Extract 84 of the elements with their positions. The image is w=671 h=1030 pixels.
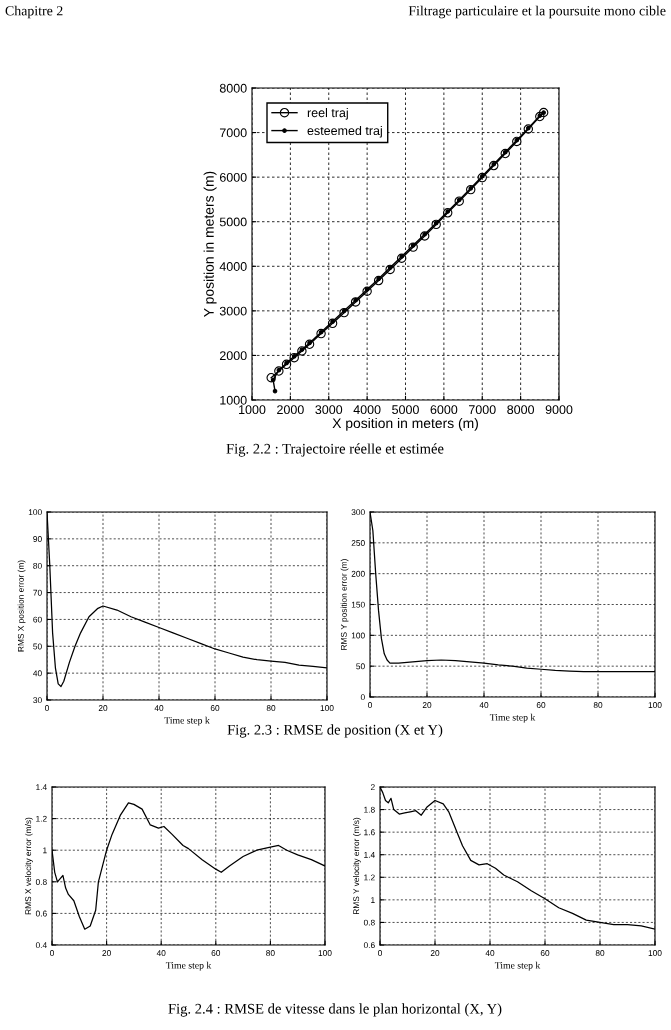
- caption: Fig. 2.4 : RMSE de vitesse dans le plan horizontal (X, Y): [168, 1003, 502, 1017]
- y-axis-title: RMS Y position error (m): [340, 559, 349, 650]
- x-tick-label: 80: [266, 705, 276, 711]
- x-tick-label: 40: [156, 950, 166, 956]
- legend-label: reel traj: [307, 108, 348, 120]
- x-tick-label: 40: [479, 702, 489, 708]
- y-tick-label: 2000: [219, 351, 247, 361]
- caption: Fig. 2.2 : Trajectoire réelle et estimée: [226, 443, 444, 457]
- y-tick-label: 0.8: [35, 879, 47, 885]
- y-tick-label: 1000: [220, 395, 247, 405]
- x-axis-title: Time step k: [494, 961, 541, 971]
- x-axis-title: Time step k: [164, 716, 210, 726]
- x-tick-label: 20: [98, 705, 108, 711]
- y-tick-label: 1.4: [36, 784, 47, 791]
- x-tick-label: 6000: [430, 405, 458, 415]
- x-tick-label: 80: [593, 702, 603, 708]
- y-tick-label: 1: [43, 847, 47, 854]
- text: Filtrage particulaire et la poursuite mono cible: [408, 5, 666, 19]
- y-tick-label: 2: [370, 784, 375, 791]
- x-tick-label: 0: [378, 950, 382, 956]
- x-tick-label: 20: [430, 950, 440, 956]
- y-tick-label: 200: [351, 570, 365, 577]
- y-tick-label: 80: [33, 562, 42, 569]
- y-tick-label: 7000: [219, 128, 247, 138]
- x-tick-label: 100: [318, 950, 332, 956]
- y-axis-title: RMS X velocity error (m/s): [25, 817, 33, 915]
- x-tick-label: 3000: [315, 405, 343, 415]
- y-axis-title: RMS Y velocity error (m/s): [353, 817, 361, 915]
- y-axis-title: Y position in meters (m): [203, 171, 217, 317]
- y-tick-label: 100: [351, 632, 365, 639]
- y-tick-label: 6000: [219, 172, 247, 182]
- x-tick-label: 7000: [468, 405, 496, 415]
- y-tick-label: 50: [33, 643, 42, 650]
- x-tick-label: 0: [50, 950, 54, 956]
- y-tick-label: 0.6: [363, 942, 375, 949]
- y-tick-label: 5000: [219, 217, 247, 227]
- y-tick-label: 60: [33, 616, 42, 623]
- x-tick-label: 80: [595, 950, 605, 956]
- x-tick-label: 60: [211, 950, 221, 956]
- y-tick-label: 50: [356, 663, 365, 670]
- y-tick-label: 250: [351, 540, 365, 546]
- y-tick-label: 70: [33, 589, 42, 596]
- x-axis-title: X position in meters (m): [332, 417, 478, 431]
- y-tick-label: 1.2: [36, 815, 47, 822]
- text: Chapitre 2: [5, 5, 63, 19]
- x-tick-label: 5000: [392, 405, 419, 415]
- y-tick-label: 0.8: [363, 919, 375, 926]
- x-tick-label: 60: [536, 702, 546, 708]
- x-tick-label: 60: [540, 950, 550, 956]
- x-tick-label: 100: [648, 702, 662, 708]
- x-axis-title: Time step k: [165, 961, 212, 971]
- y-tick-label: 100: [28, 509, 42, 516]
- y-tick-label: 1.8: [364, 806, 375, 813]
- x-tick-label: 100: [320, 705, 334, 711]
- y-tick-label: 1.2: [364, 874, 375, 881]
- y-tick-label: 90: [33, 536, 42, 542]
- y-tick-label: 0: [360, 694, 365, 701]
- y-tick-label: 8000: [219, 83, 247, 93]
- x-tick-label: 40: [485, 950, 495, 956]
- caption: Fig. 2.3 : RMSE de position (X et Y): [227, 724, 443, 738]
- x-tick-label: 80: [266, 950, 275, 956]
- x-tick-label: 20: [422, 702, 432, 708]
- x-tick-label: 100: [648, 950, 662, 956]
- y-tick-label: 30: [33, 697, 42, 704]
- x-tick-label: 9000: [545, 405, 573, 415]
- x-tick-label: 2000: [277, 405, 304, 415]
- x-tick-label: 60: [210, 705, 220, 711]
- y-tick-label: 150: [351, 601, 365, 608]
- y-tick-label: 1: [371, 897, 375, 903]
- y-tick-label: 300: [351, 509, 365, 516]
- y-tick-label: 1.6: [364, 829, 375, 836]
- x-tick-label: 1000: [239, 405, 266, 415]
- x-tick-label: 40: [154, 705, 164, 711]
- y-tick-label: 0.6: [35, 910, 47, 917]
- x-axis-title: Time step k: [489, 713, 536, 723]
- y-tick-label: 4000: [219, 262, 247, 271]
- y-tick-label: 40: [33, 670, 42, 677]
- y-axis-title: RMS X position error (m): [17, 560, 26, 652]
- x-tick-label: 20: [102, 950, 111, 956]
- y-tick-label: 3000: [219, 306, 247, 316]
- y-tick-label: 1.4: [364, 852, 375, 858]
- y-tick-label: 0.4: [35, 942, 47, 949]
- x-tick-label: 8000: [507, 405, 535, 415]
- legend-label: esteemed traj: [307, 125, 382, 138]
